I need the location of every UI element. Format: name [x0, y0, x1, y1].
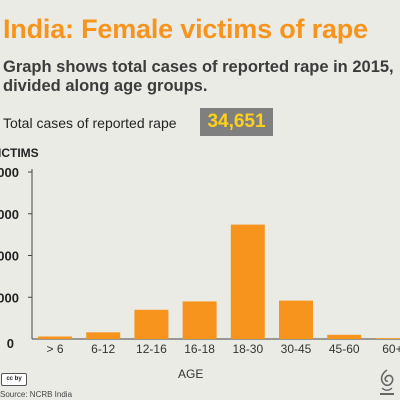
x-category-label: 12-16: [136, 342, 167, 356]
x-category-label: 60+: [382, 342, 400, 356]
source-note: Source: NCRB India: [0, 390, 73, 399]
bar: [327, 334, 362, 339]
bar: [230, 224, 265, 339]
x-category-label: 18-30: [232, 342, 263, 356]
chart-title: India: Female victims of rape: [3, 14, 368, 44]
bar: [375, 338, 400, 339]
y-tick-label: 5,000: [0, 290, 19, 305]
y-tick-label: 0: [7, 336, 14, 351]
bar: [86, 332, 121, 339]
bar: [134, 309, 169, 339]
x-axis-categories: > 6 6-12 12-16 16-18 18-30 30-45 45-60 60+: [46, 342, 400, 356]
x-category-label: 45-60: [329, 342, 360, 356]
y-axis-ticks: 0 5,000 10,000 15,000 20,000: [0, 165, 32, 351]
y-tick-label: 10,000: [0, 249, 19, 264]
x-category-label: > 6: [46, 342, 63, 356]
bar: [182, 301, 217, 339]
total-cases-value: 34,651: [200, 108, 273, 136]
bar: [38, 336, 72, 339]
bars: [38, 224, 400, 339]
y-axis-label: VICTIMS: [0, 146, 39, 160]
y-tick-label: 20,000: [0, 165, 19, 180]
al-jazeera-logo-icon: [380, 369, 394, 395]
y-tick-label: 15,000: [0, 207, 19, 222]
total-cases-label: Total cases of reported rape: [3, 115, 177, 131]
chart-subtitle: Graph shows total cases of reported rape…: [3, 58, 394, 95]
x-category-label: 16-18: [184, 342, 215, 356]
x-category-label: 6-12: [91, 342, 115, 356]
bar: [279, 300, 313, 339]
cc-license-badge: cc by: [1, 373, 27, 386]
x-category-label: 30-45: [281, 342, 312, 356]
x-axis-label: AGE: [178, 367, 204, 381]
